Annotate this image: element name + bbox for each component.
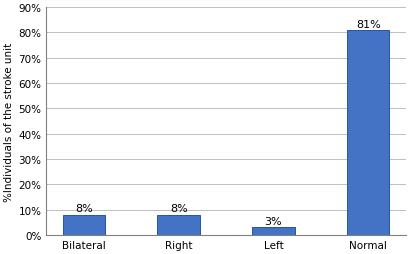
Bar: [252, 228, 294, 235]
Text: 3%: 3%: [264, 216, 281, 226]
Bar: [346, 31, 389, 235]
Text: 81%: 81%: [355, 20, 380, 29]
Text: 8%: 8%: [169, 204, 187, 214]
Text: 8%: 8%: [75, 204, 92, 214]
Bar: [63, 215, 105, 235]
Bar: [157, 215, 200, 235]
Y-axis label: %Individuals of the stroke unit: %Individuals of the stroke unit: [4, 42, 14, 201]
